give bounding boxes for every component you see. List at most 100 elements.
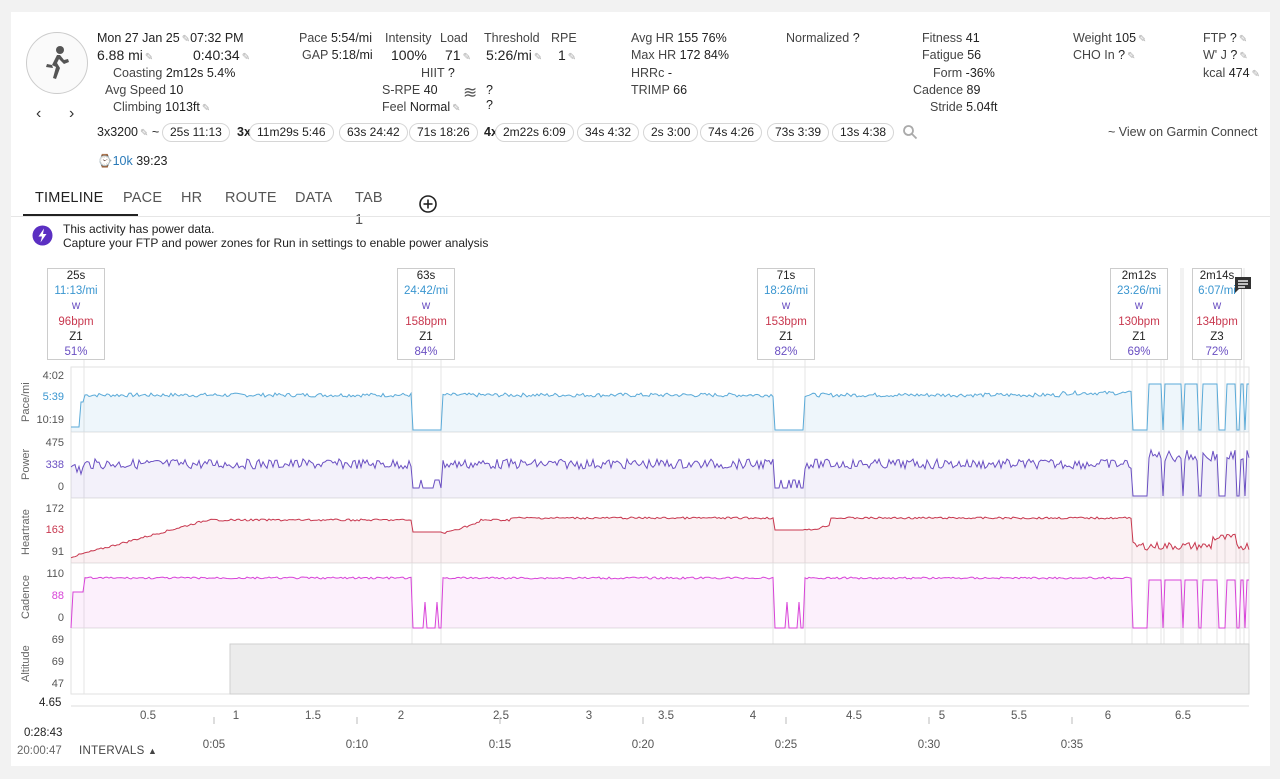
time-tick-label: 0:30: [918, 739, 940, 751]
workout-name[interactable]: 3x3200 ✎ ~: [97, 125, 160, 139]
tab-pace[interactable]: PACE: [123, 190, 163, 206]
view-on-garmin-link[interactable]: ~ View on Garmin Connect: [1108, 125, 1258, 139]
power-tick-avg: 338: [45, 459, 64, 471]
gap-stat: GAP 5:18/mi: [302, 48, 373, 62]
weight-stat[interactable]: Weight 105 ✎: [1073, 31, 1147, 45]
time-tick-label: 0:20: [632, 739, 654, 751]
w-prime-stat[interactable]: W' J ? ✎: [1203, 48, 1248, 62]
avg-hr-stat: Avg HR 155 76%: [631, 31, 727, 45]
time-tick-label: 0:05: [203, 739, 225, 751]
distance-tick-label: 5.5: [1011, 710, 1027, 722]
fitness-stat: Fitness 41: [922, 31, 980, 45]
clock-time: 20:00:47: [17, 745, 62, 757]
interval-callout[interactable]: 2m14s 6:07/mi w 134bpm Z3 72%: [1192, 268, 1242, 360]
normalized-stat[interactable]: Normalized ?: [786, 31, 860, 45]
repeat-count: 3x: [237, 125, 251, 139]
power-tick-top: 475: [45, 437, 64, 449]
banner-line-2: Capture your FTP and power zones for Run…: [63, 236, 489, 250]
heartrate-line: [70, 516, 1250, 559]
activity-date: Mon 27 Jan 25: [97, 31, 180, 45]
add-tab-icon[interactable]: [418, 189, 438, 219]
rpe-value[interactable]: 1 ✎: [558, 47, 577, 63]
interval-chip[interactable]: 2s 3:00: [643, 123, 699, 142]
power-data-banner: This activity has power data. Capture yo…: [63, 222, 488, 250]
rpe-label: RPE: [551, 31, 577, 45]
feel-stat[interactable]: Feel Normal ✎: [382, 100, 461, 114]
wind-icon[interactable]: ≋: [463, 83, 478, 102]
srpe-stat: S-RPE 40: [382, 83, 438, 97]
interval-callout[interactable]: 2m12s 23:26/mi w 130bpm Z1 69%: [1110, 268, 1168, 360]
stride-stat: Stride 5.04ft: [930, 100, 998, 114]
running-person-icon: [46, 46, 69, 79]
hr-tick-top: 172: [45, 503, 64, 515]
form-stat: Form -36%: [933, 66, 995, 80]
pace-tick-bottom: 10:19: [36, 414, 64, 426]
next-activity-button[interactable]: ›: [69, 105, 75, 122]
tab-tab-1[interactable]: TAB 1: [355, 190, 383, 228]
search-intervals-icon[interactable]: [902, 124, 918, 140]
cadence-stat: Cadence 89: [913, 83, 981, 97]
watch-icon: ⌚: [97, 154, 113, 168]
threshold-value[interactable]: 5:26/mi ✎: [486, 47, 543, 63]
fatigue-stat: Fatigue 56: [922, 48, 982, 62]
activity-type-avatar[interactable]: [26, 32, 88, 94]
intervals-toggle[interactable]: INTERVALS ▲: [79, 745, 158, 757]
hr-tick-avg: 163: [45, 524, 64, 536]
ftp-stat[interactable]: FTP ? ✎: [1203, 31, 1248, 45]
pace-tick-top: 4:02: [42, 370, 64, 382]
interval-chip[interactable]: 11m29s 5:46: [249, 123, 334, 142]
altitude-tick-mid: 69: [51, 656, 64, 668]
interval-chip[interactable]: 13s 4:38: [832, 123, 895, 142]
cadence-line: [70, 576, 1249, 629]
power-area: [71, 450, 1249, 498]
interval-chip[interactable]: 34s 4:32: [577, 123, 640, 142]
pace-area: [71, 384, 1249, 432]
climbing-stat[interactable]: Climbing 1013ft ✎: [113, 100, 211, 114]
timeline-chart[interactable]: 0.5 1 1.5 2 2.5 3 3.5 4 4.5 5 5.5 6 6.5 0:05 0:10 0:15 0…: [11, 262, 1270, 766]
cho-stat[interactable]: CHO In ? ✎: [1073, 48, 1136, 62]
tab-divider: [11, 216, 1270, 217]
tab-hr[interactable]: HR: [181, 190, 203, 206]
interval-chip[interactable]: 73s 3:39: [767, 123, 830, 142]
tab-data[interactable]: DATA: [295, 190, 333, 206]
cadence-tick-avg: 88: [51, 590, 64, 602]
caret-up-icon: ▲: [148, 746, 158, 756]
interval-chip[interactable]: 74s 4:26: [700, 123, 763, 142]
avg-speed-stat: Avg Speed 10: [105, 83, 184, 97]
date-time[interactable]: Mon 27 Jan 25 ✎07:32 PM: [97, 31, 244, 45]
interval-chip[interactable]: 25s 11:13: [162, 123, 230, 142]
hiit-stat[interactable]: HIIT ?: [421, 66, 455, 80]
time-tick-label: 0:15: [489, 739, 511, 751]
distance-tick-label: 4: [750, 710, 757, 722]
intensity-label: Intensity: [385, 31, 432, 45]
pace-line: [71, 383, 1249, 431]
repeat-count: 4x: [484, 125, 498, 139]
power-line: [70, 448, 1250, 497]
distance-value[interactable]: 6.88 mi ✎: [97, 47, 154, 63]
kcal-stat[interactable]: kcal 474 ✎: [1203, 66, 1260, 80]
interval-callout[interactable]: 63s 24:42/mi w 158bpm Z1 84%: [397, 268, 455, 360]
interval-chip[interactable]: 63s 24:42: [339, 123, 408, 142]
distance-tick-label: 6.5: [1175, 710, 1191, 722]
interval-chip[interactable]: 71s 18:26: [409, 123, 478, 142]
distance-tick-label: 4.5: [846, 710, 862, 722]
altitude-area: [229, 643, 1250, 695]
wind-value-2: ?: [486, 98, 493, 112]
interval-callout[interactable]: 71s 18:26/mi w 153bpm Z1 82%: [757, 268, 815, 360]
comment-icon[interactable]: [1233, 275, 1253, 295]
interval-callout[interactable]: 25s 11:13/mi w 96bpm Z1 51%: [47, 268, 105, 360]
tab-timeline[interactable]: TIMELINE: [35, 190, 104, 206]
timeline-svg[interactable]: 0.5 1 1.5 2 2.5 3 3.5 4 4.5 5 5.5 6 6.5 0:05 0:10 0:15 0…: [11, 262, 1270, 766]
interval-chip[interactable]: 2m22s 6:09: [495, 123, 574, 142]
best-effort[interactable]: ⌚10k 39:23: [97, 154, 168, 168]
previous-activity-button[interactable]: ‹: [36, 105, 42, 122]
hrrc-stat: HRRc -: [631, 66, 672, 80]
altitude-tick-top: 69: [51, 634, 64, 646]
duration-value[interactable]: 0:40:34 ✎: [193, 47, 251, 63]
pace-stat: Pace 5:54/mi: [299, 31, 372, 45]
distance-tick-label: 0.5: [140, 710, 156, 722]
tab-route[interactable]: ROUTE: [225, 190, 277, 206]
load-value[interactable]: 71 ✎: [445, 47, 471, 63]
time-tick-label: 0:10: [346, 739, 368, 751]
hr-tick-bottom: 91: [51, 546, 64, 558]
